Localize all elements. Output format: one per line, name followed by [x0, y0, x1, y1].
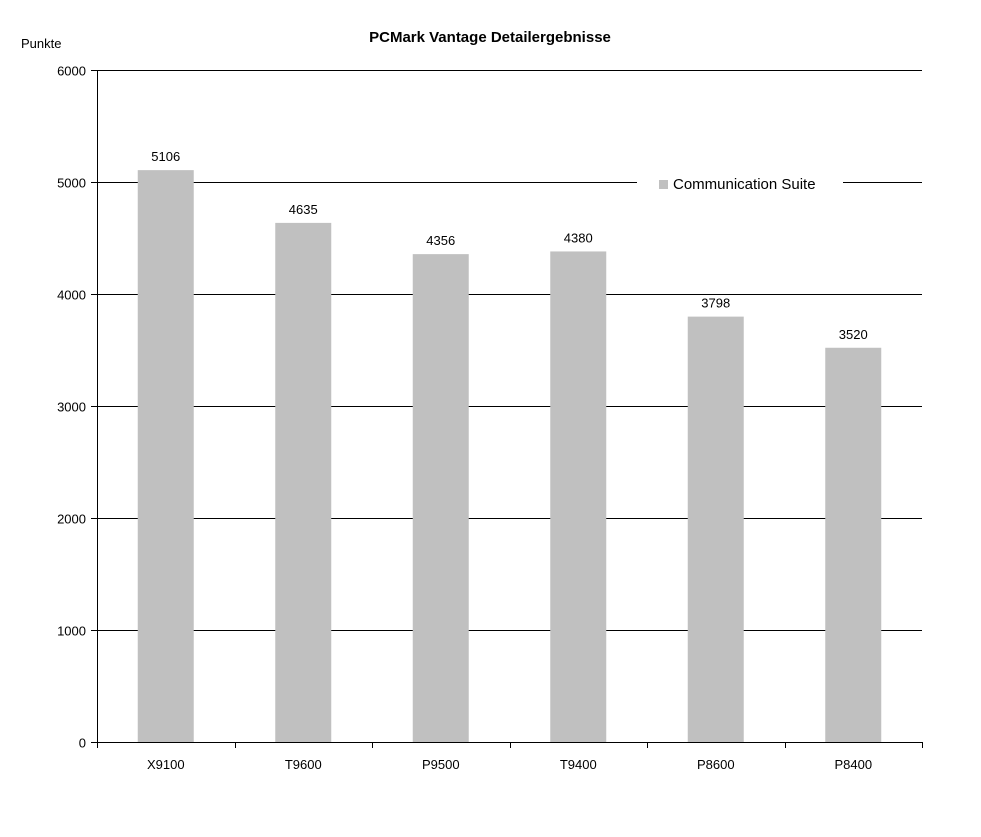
legend: Communication Suite — [637, 169, 843, 197]
bar — [550, 251, 607, 742]
data-label: 4635 — [289, 202, 318, 217]
data-label: 3798 — [701, 296, 730, 311]
legend-swatch — [659, 180, 668, 189]
y-tick-label: 3000 — [57, 400, 86, 415]
x-tick-label: X9100 — [147, 757, 185, 772]
x-tick-label: T9600 — [285, 757, 322, 772]
data-label: 5106 — [151, 149, 180, 164]
y-tick-label: 4000 — [57, 288, 86, 303]
axes: X9100 T9600 P9500 T9400 P8600 P8400 0 1000 2000 3… — [57, 64, 923, 772]
legend-label: Communication Suite — [673, 176, 816, 193]
x-tick-label: P8400 — [834, 757, 872, 772]
gridlines — [97, 70, 922, 631]
y-tick-label: 6000 — [57, 64, 86, 79]
y-tick-label: 0 — [79, 736, 86, 751]
bar — [687, 316, 744, 742]
x-tick-label: P9500 — [422, 757, 460, 772]
bar — [825, 347, 882, 742]
data-label: 4380 — [564, 230, 593, 245]
bar — [275, 222, 332, 742]
data-label: 4356 — [426, 233, 455, 248]
bars — [137, 170, 882, 743]
data-labels: 5106 4635 4356 4380 3798 3520 — [151, 149, 867, 342]
y-tick-label: 2000 — [57, 512, 86, 527]
data-label: 3520 — [839, 327, 868, 342]
bar — [137, 170, 194, 743]
y-tick-label: 1000 — [57, 624, 86, 639]
y-tick-label: 5000 — [57, 176, 86, 191]
x-tick-label: T9400 — [560, 757, 597, 772]
bar — [412, 254, 469, 743]
chart-title: PCMark Vantage Detailergebnisse — [369, 29, 611, 46]
x-tick-label: P8600 — [697, 757, 735, 772]
y-axis-label: Punkte — [21, 36, 61, 51]
legend-box — [637, 169, 843, 197]
